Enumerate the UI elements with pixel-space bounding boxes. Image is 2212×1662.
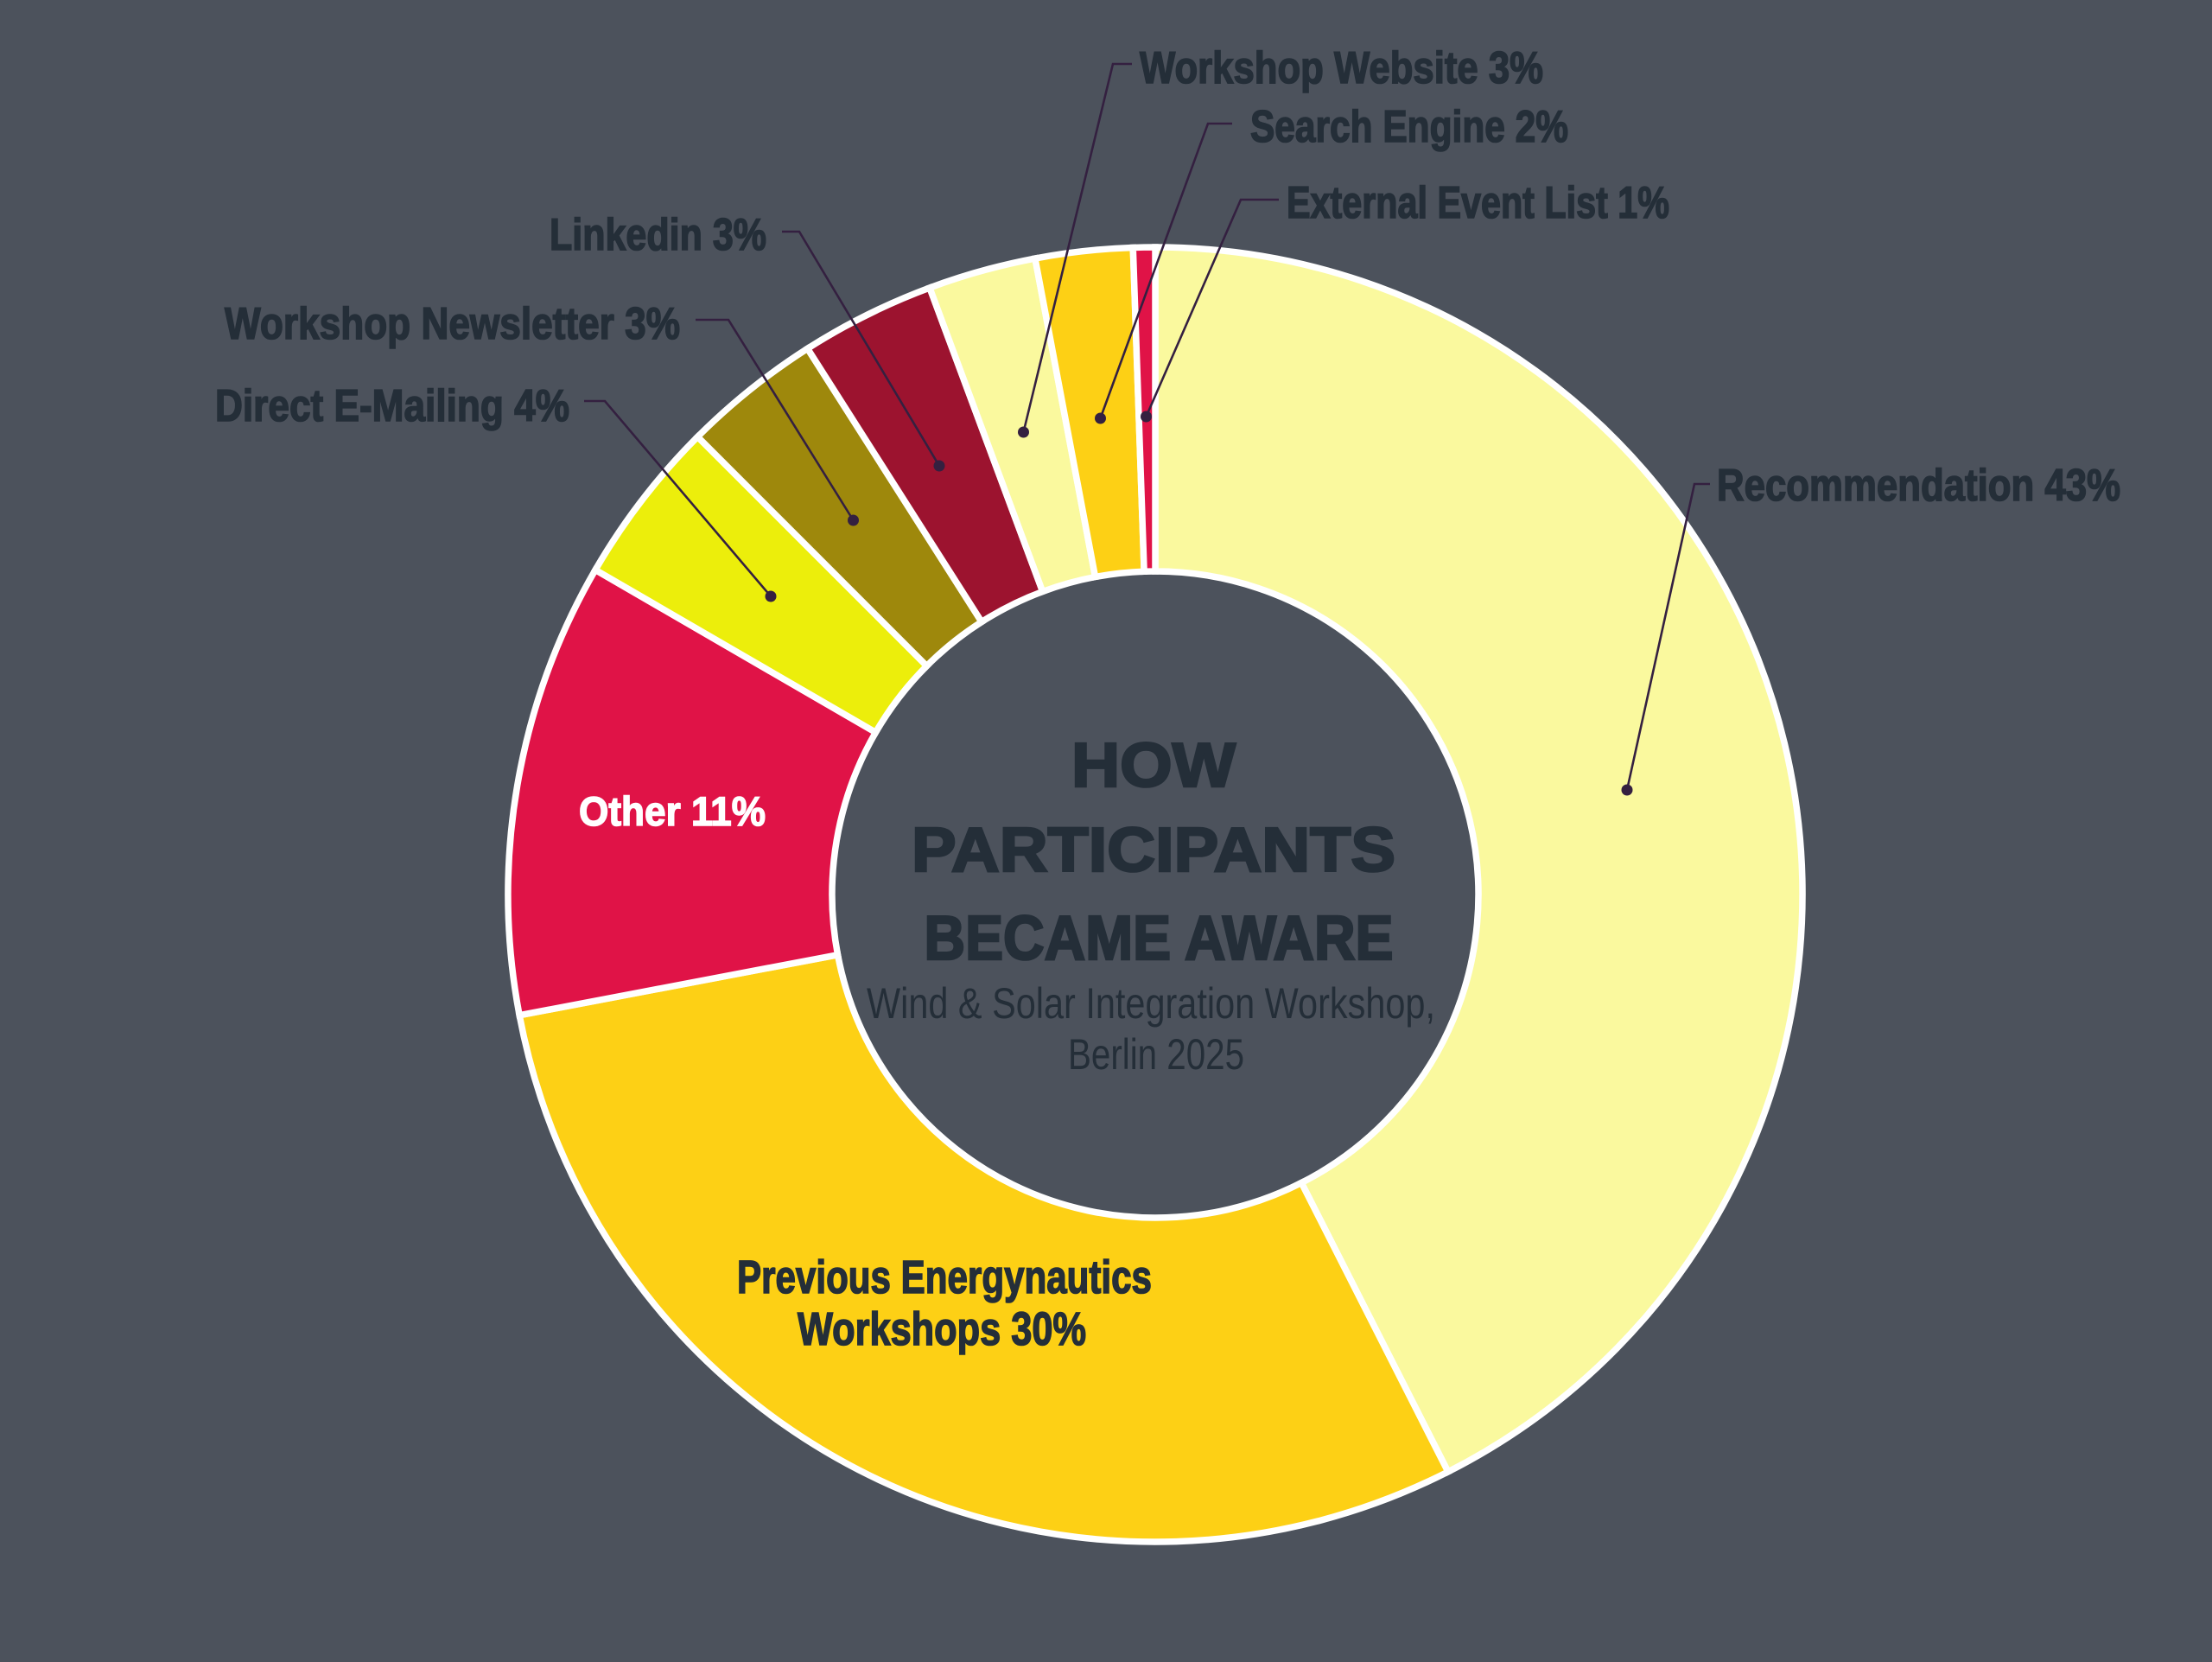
svg-text:Recommendation 43%: Recommendation 43% xyxy=(1717,461,2120,511)
svg-text:Previous Energynautics: Previous Energynautics xyxy=(737,1251,1152,1303)
svg-text:External Event List 1%: External Event List 1% xyxy=(1287,178,1669,228)
svg-text:Linkedin 3%: Linkedin 3% xyxy=(550,210,766,260)
svg-text:BECAME AWARE: BECAME AWARE xyxy=(925,904,1394,973)
svg-text:PARTICIPANTS: PARTICIPANTS xyxy=(912,816,1395,885)
svg-text:Other 11%: Other 11% xyxy=(579,788,766,834)
svg-text:Berlin 2025: Berlin 2025 xyxy=(1068,1030,1244,1079)
svg-text:Search Engine 2%: Search Engine 2% xyxy=(1250,102,1568,152)
svg-text:HOW: HOW xyxy=(1071,731,1236,800)
svg-text:Direct E-Mailing 4%: Direct E-Mailing 4% xyxy=(215,381,569,431)
svg-text:Wind & Solar Integration Works: Wind & Solar Integration Workshop, xyxy=(867,979,1435,1028)
svg-text:Workshop Newsletter 3%: Workshop Newsletter 3% xyxy=(225,299,680,349)
svg-text:Workshops 30%: Workshops 30% xyxy=(798,1303,1086,1355)
svg-text:Workshop Website 3%: Workshop Website 3% xyxy=(1140,43,1543,93)
